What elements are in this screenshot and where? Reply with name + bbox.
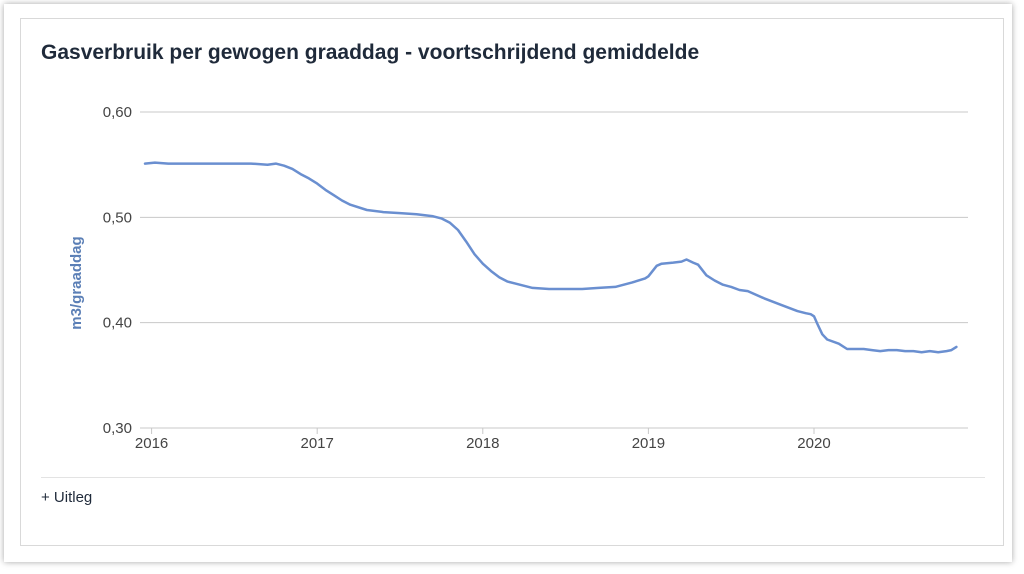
- divider: [41, 477, 985, 478]
- y-tick-label: 0,40: [103, 315, 132, 332]
- series-group: [143, 161, 958, 354]
- series-line-0: [143, 161, 958, 354]
- x-tick-label: 2017: [301, 435, 334, 452]
- chart-title: Gasverbruik per gewogen graaddag - voort…: [41, 41, 700, 64]
- y-tick-label: 0,30: [103, 420, 132, 437]
- x-axis-ticks: 2016 2017 2018 2019 2020: [135, 428, 831, 452]
- chart-card: Gasverbruik per gewogen graaddag - voort…: [20, 18, 1004, 546]
- x-tick-label: 2018: [466, 435, 499, 452]
- gridlines: [140, 111, 968, 429]
- y-axis-ticks: 0,30 0,40 0,50 0,60: [103, 104, 132, 437]
- x-tick-label: 2020: [797, 435, 830, 452]
- y-tick-label: 0,60: [103, 104, 132, 121]
- x-tick-label: 2016: [135, 435, 168, 452]
- explanation-toggle[interactable]: + Uitleg: [41, 489, 93, 506]
- y-tick-label: 0,50: [103, 209, 132, 226]
- x-tick-label: 2019: [632, 435, 665, 452]
- y-axis-title: m3/graaddag: [68, 236, 85, 329]
- line-chart: 0,30 0,40 0,50 0,60 2016 2017 2018 2019 2020 m3…: [68, 104, 968, 452]
